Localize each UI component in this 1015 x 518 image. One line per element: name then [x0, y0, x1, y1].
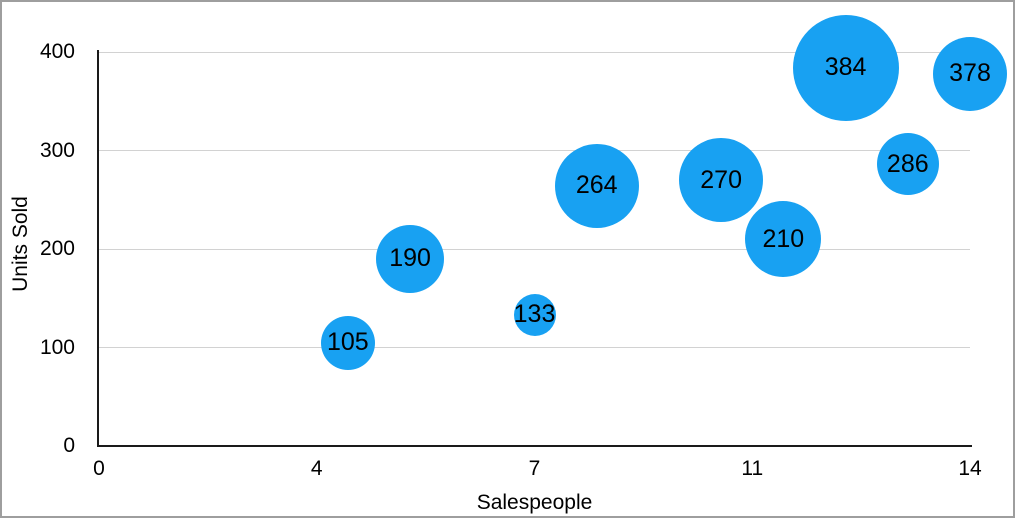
- x-tick-label-0: 0: [93, 457, 105, 480]
- bubble-label: 286: [886, 149, 929, 178]
- bubble-label: 270: [700, 165, 742, 194]
- y-tick-label-100: 100: [39, 335, 75, 359]
- bubble-264[interactable]: 264: [554, 143, 639, 228]
- x-tick-label-4: 4: [310, 457, 323, 480]
- y-tick-label-400: 400: [39, 40, 75, 63]
- bubble-270[interactable]: 270: [679, 138, 764, 223]
- bubble-label: 133: [513, 300, 556, 329]
- y-axis-line: [97, 50, 99, 447]
- gridline-y-200: [99, 248, 970, 250]
- gridline-y-300: [99, 150, 970, 151]
- bubble-190[interactable]: 190: [376, 224, 445, 293]
- x-tick-label-11: 11: [741, 457, 764, 480]
- bubble-label: 384: [824, 53, 867, 82]
- gridline-y-400: [99, 51, 970, 53]
- bubble-105[interactable]: 105: [320, 315, 375, 370]
- gridline-y-100: [99, 347, 970, 348]
- bubble-label: 190: [389, 244, 431, 273]
- x-axis-title: Salespeople: [476, 491, 593, 514]
- y-tick-label-200: 200: [39, 237, 75, 260]
- y-tick-label-300: 300: [39, 138, 75, 162]
- bubble-label: 378: [949, 59, 991, 88]
- bubble-label: 210: [762, 224, 805, 253]
- bubble-286[interactable]: 286: [876, 133, 939, 196]
- bubble-384[interactable]: 384: [792, 14, 899, 121]
- y-tick-label-0: 0: [63, 434, 75, 457]
- bubble-210[interactable]: 210: [745, 201, 822, 278]
- x-axis-line: [97, 445, 972, 447]
- x-tick-label-14: 14: [958, 457, 982, 480]
- bubble-133[interactable]: 133: [513, 293, 556, 336]
- bubble-label: 105: [326, 328, 369, 357]
- bubble-378[interactable]: 378: [933, 36, 1007, 111]
- y-axis-title: Units Sold: [9, 196, 32, 292]
- bubble-label: 264: [575, 171, 618, 200]
- x-tick-label-7: 7: [528, 457, 541, 480]
